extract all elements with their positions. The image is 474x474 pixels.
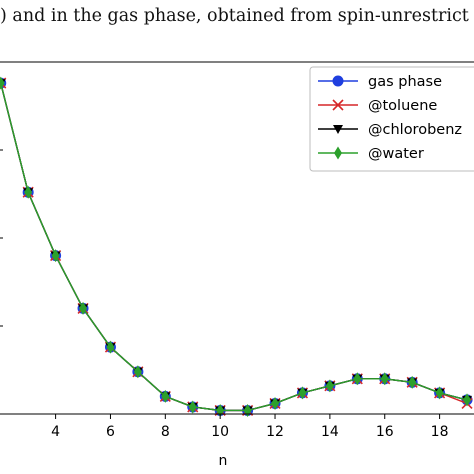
data-point bbox=[0, 76, 5, 90]
x-tick-label: 6 bbox=[106, 424, 115, 440]
data-point bbox=[353, 372, 362, 386]
caption-text: ) and in the gas phase, obtained from sp… bbox=[0, 6, 469, 26]
data-point bbox=[408, 375, 417, 389]
data-point bbox=[51, 249, 60, 263]
series-line bbox=[0, 82, 468, 412]
x-tick-label: 14 bbox=[321, 424, 339, 440]
figure-caption: ) and in the gas phase, obtained from sp… bbox=[0, 2, 474, 32]
data-point bbox=[271, 396, 280, 410]
legend-box bbox=[309, 66, 474, 172]
x-tick-label: 18 bbox=[431, 424, 449, 440]
plot-frame bbox=[0, 61, 474, 415]
data-point bbox=[380, 372, 389, 386]
legend-marker bbox=[333, 125, 343, 134]
legend-entry: @toluene bbox=[318, 98, 437, 114]
data-point bbox=[325, 379, 334, 393]
legend-marker bbox=[332, 75, 344, 87]
legend-label: @toluene bbox=[368, 98, 437, 114]
x-tick-label: 12 bbox=[266, 424, 284, 440]
series-water bbox=[0, 76, 472, 417]
data-point bbox=[188, 400, 197, 414]
legend-entry: @water bbox=[318, 146, 424, 162]
plot-area bbox=[0, 76, 473, 417]
legend-entry: gas phase bbox=[318, 74, 442, 90]
x-tick-label: 4 bbox=[51, 424, 60, 440]
legend-label: gas phase bbox=[368, 74, 442, 90]
legend: gas phase @toluene @chlorobenz @water bbox=[309, 66, 474, 172]
data-point bbox=[106, 340, 115, 354]
data-point bbox=[463, 393, 472, 407]
data-point bbox=[79, 301, 88, 315]
legend-marker bbox=[334, 146, 342, 160]
x-tick-label: 10 bbox=[211, 424, 229, 440]
data-point bbox=[161, 389, 170, 403]
axes: 4 6 8 10 12 14 16 18 n bbox=[0, 61, 474, 469]
legend-marker bbox=[332, 99, 344, 111]
data-point bbox=[24, 185, 33, 199]
x-tick-label: 16 bbox=[376, 424, 394, 440]
data-point bbox=[435, 386, 444, 400]
x-marker-stroke bbox=[332, 99, 344, 111]
legend-label: @chlorobenz bbox=[368, 122, 462, 138]
x-axis-label: n bbox=[218, 453, 227, 469]
legend-entry: @chlorobenz bbox=[318, 122, 462, 138]
x-tick-label: 8 bbox=[161, 424, 170, 440]
data-point bbox=[133, 365, 142, 379]
data-point bbox=[298, 386, 307, 400]
legend-label: @water bbox=[368, 146, 424, 162]
